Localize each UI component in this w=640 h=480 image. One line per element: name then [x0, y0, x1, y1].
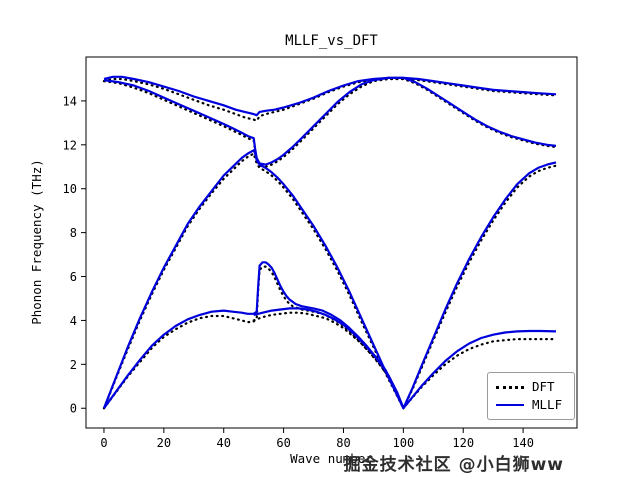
y-tick-label: 10 — [63, 182, 77, 196]
x-tick-label: 80 — [336, 436, 350, 450]
series-MLLF-TA-right — [402, 329, 557, 409]
series-DFT-TA-2 — [252, 311, 405, 410]
x-tick-label: 60 — [276, 436, 290, 450]
series-MLLF-TA-spike — [103, 261, 405, 409]
series-DFT-optical-2 — [102, 77, 558, 168]
series-MLLF-TA-2 — [253, 307, 405, 409]
y-tick-label: 0 — [70, 402, 77, 416]
x-tick-label: 120 — [452, 436, 474, 450]
series-DFT-optical-top — [102, 77, 558, 122]
legend-entry-DFT: DFT — [496, 378, 566, 394]
chart-title: MLLF_vs_DFT — [285, 33, 378, 49]
axes-frame — [85, 56, 578, 429]
x-tick-label: 40 — [216, 436, 230, 450]
legend-label: MLLF — [532, 396, 563, 412]
y-tick-label: 12 — [63, 138, 77, 152]
x-tick-label: 0 — [100, 436, 107, 450]
x-axis-label: Wave number — [290, 451, 373, 466]
legend: DFT MLLF — [487, 372, 575, 420]
legend-sample-solid — [496, 404, 524, 406]
series-DFT-LA — [102, 152, 558, 410]
y-tick-label: 4 — [70, 314, 77, 328]
y-tick-label: 2 — [70, 358, 77, 372]
y-axis-label: Phonon Frequency (THz) — [29, 159, 44, 325]
series-MLLF-LA — [102, 149, 557, 410]
legend-entry-MLLF: MLLF — [496, 396, 566, 412]
x-tick-label: 100 — [393, 436, 415, 450]
x-tick-label: 20 — [157, 436, 171, 450]
series-MLLF-optical-top — [103, 75, 557, 117]
legend-label: DFT — [532, 378, 555, 394]
series-MLLF-optical-2 — [103, 76, 557, 166]
y-tick-label: 6 — [70, 270, 77, 284]
y-tick-label: 14 — [63, 94, 77, 108]
legend-sample-dotted — [496, 385, 524, 389]
x-tick-label: 140 — [512, 436, 534, 450]
y-tick-label: 8 — [70, 226, 77, 240]
watermark: 掘金技术社区 @小白狮ww — [343, 455, 564, 475]
